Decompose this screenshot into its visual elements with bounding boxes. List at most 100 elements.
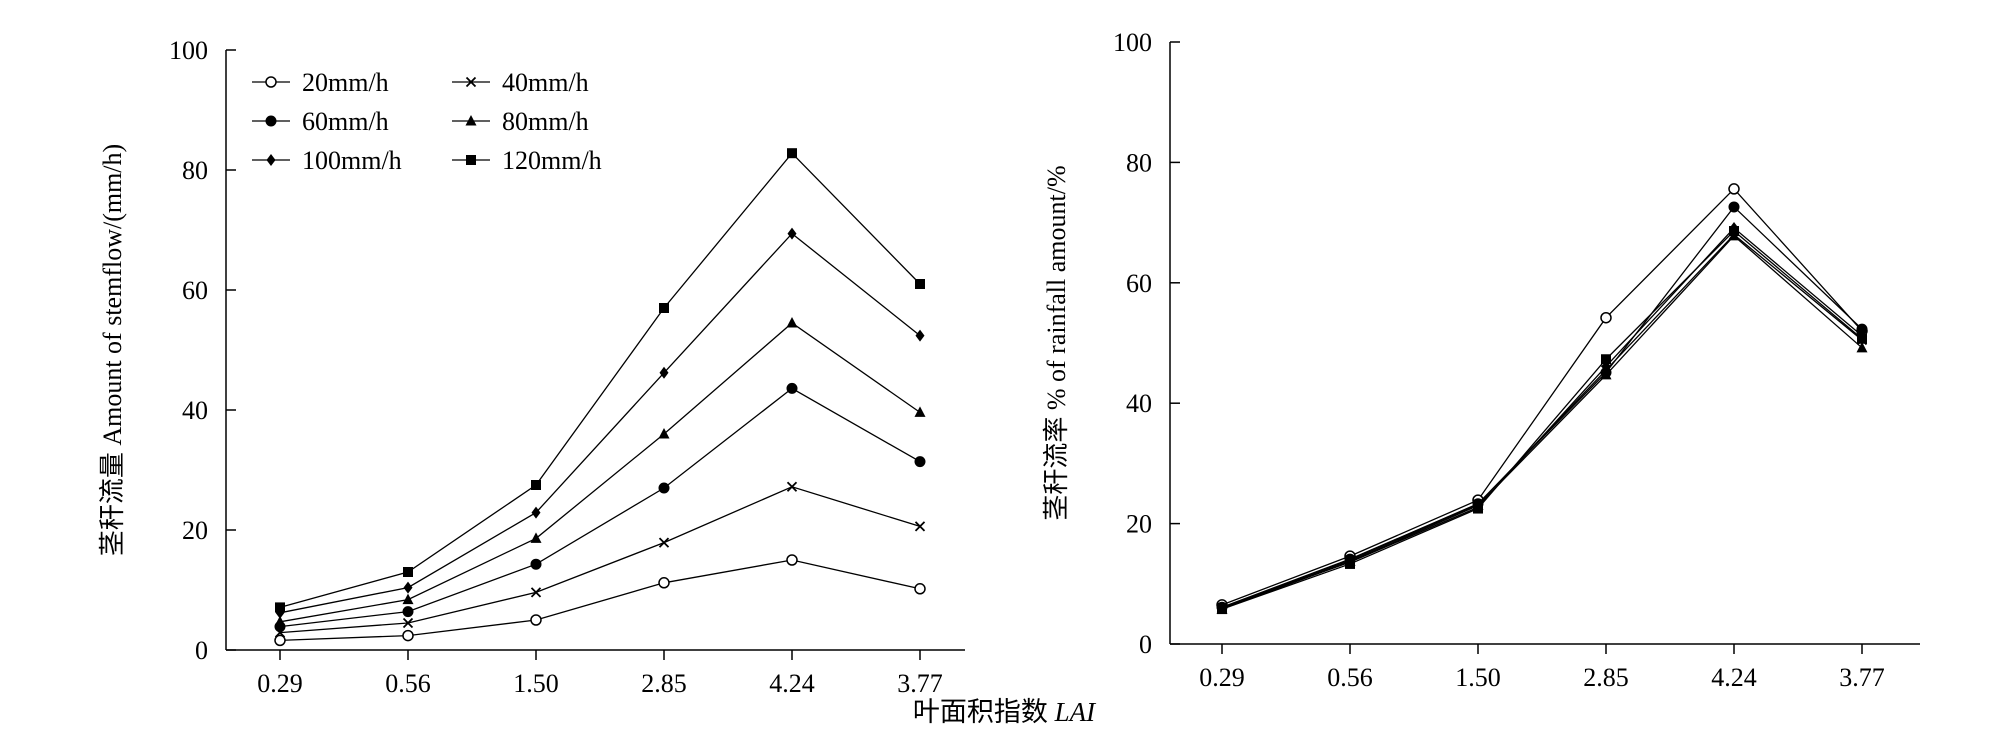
legend-label: 20mm/h bbox=[302, 68, 389, 97]
x-tick-label: 1.50 bbox=[1455, 663, 1501, 692]
data-point-marker bbox=[1600, 368, 1612, 380]
legend-label: 120mm/h bbox=[502, 146, 602, 175]
chart-panel-1: 0 20 40 60 80 100 0.29 0.56 1.50 2.85 4.24 3.77 茎秆流量… bbox=[98, 36, 965, 698]
data-point-marker bbox=[658, 428, 670, 439]
data-point-marker bbox=[1601, 354, 1611, 365]
chart-panel-2: 0 20 40 60 80 100 0.29 0.56 1.50 2.85 4.24 3.77 茎秆流率… bbox=[1042, 28, 1920, 692]
data-point-marker bbox=[402, 629, 414, 642]
data-point-marker bbox=[1600, 311, 1612, 324]
legend-marker bbox=[266, 154, 276, 166]
data-point-marker bbox=[914, 406, 926, 417]
data-point-marker bbox=[530, 558, 542, 570]
legend-marker bbox=[265, 76, 277, 88]
legend-marker bbox=[265, 115, 277, 127]
data-point-marker bbox=[530, 614, 542, 626]
data-point-marker bbox=[659, 366, 669, 379]
data-point-marker bbox=[1473, 503, 1483, 514]
data-point-marker bbox=[1345, 558, 1355, 569]
y-tick-label: 80 bbox=[182, 156, 208, 185]
x-tick-label: 2.85 bbox=[1583, 663, 1629, 692]
x-tick-label: 0.56 bbox=[385, 669, 431, 698]
series-line-2 bbox=[274, 481, 926, 638]
data-point-marker bbox=[402, 617, 414, 629]
data-point-marker bbox=[786, 382, 798, 394]
data-point-marker bbox=[1217, 604, 1227, 615]
data-point-marker bbox=[531, 506, 541, 519]
data-point-marker bbox=[659, 303, 669, 313]
data-point-marker bbox=[1728, 183, 1740, 195]
legend-marker bbox=[465, 115, 477, 126]
series-line-6 bbox=[275, 148, 925, 613]
series-polyline bbox=[1221, 234, 1863, 610]
series-polyline bbox=[279, 559, 921, 642]
y-tick-label: 40 bbox=[182, 396, 208, 425]
legend-item: 80mm/h bbox=[452, 107, 589, 136]
series-line-1 bbox=[1216, 183, 1868, 611]
y-tick-label: 60 bbox=[182, 276, 208, 305]
x-tick-label: 0.29 bbox=[1199, 663, 1245, 692]
legend: 20mm/h 40mm/h 60mm/h 80mm/h 100mm/h 120mm/h bbox=[252, 68, 602, 175]
x-tick-label: 1.50 bbox=[513, 669, 559, 698]
series-polyline bbox=[1221, 205, 1863, 608]
data-point-marker bbox=[1729, 226, 1739, 237]
y-tick-label: 100 bbox=[1113, 28, 1152, 57]
legend-item: 60mm/h bbox=[252, 107, 389, 136]
legend-label: 40mm/h bbox=[502, 68, 589, 97]
x-axis-title-text: 叶面积指数 bbox=[912, 697, 1048, 727]
legend-item: 120mm/h bbox=[452, 146, 602, 175]
data-point-marker bbox=[402, 593, 414, 605]
series-line-6 bbox=[1217, 226, 1867, 615]
series-polyline bbox=[1221, 227, 1863, 609]
series-line-4 bbox=[1216, 229, 1868, 614]
legend-item: 100mm/h bbox=[252, 146, 402, 175]
legend-item: 40mm/h bbox=[452, 68, 589, 97]
series-line-1 bbox=[274, 554, 926, 647]
y-tick-label: 20 bbox=[182, 516, 208, 545]
legend-marker bbox=[466, 155, 476, 165]
data-point-marker bbox=[915, 329, 925, 342]
data-point-marker bbox=[658, 577, 670, 589]
data-point-marker bbox=[274, 615, 286, 627]
data-point-marker bbox=[275, 602, 285, 613]
y-tick-label: 100 bbox=[169, 36, 208, 65]
data-point-marker bbox=[1728, 201, 1740, 213]
data-point-marker bbox=[915, 279, 925, 289]
series-polyline bbox=[1221, 187, 1863, 606]
series-polyline bbox=[279, 232, 921, 614]
series-polyline bbox=[1221, 230, 1863, 610]
series-polyline bbox=[279, 152, 921, 609]
data-point-marker bbox=[658, 537, 670, 548]
y-tick-label: 0 bbox=[1139, 630, 1152, 659]
data-point-marker bbox=[1857, 333, 1867, 344]
data-point-marker bbox=[914, 583, 926, 595]
series-line-5 bbox=[1217, 222, 1867, 614]
series-polyline bbox=[1221, 233, 1863, 609]
data-point-marker bbox=[658, 482, 670, 494]
y-axis-title: 茎秆流率 % of rainfall amount/% bbox=[1042, 165, 1071, 520]
legend-item: 20mm/h bbox=[252, 68, 389, 97]
x-tick-label: 4.24 bbox=[769, 669, 815, 698]
shared-x-axis-title: 叶面积指数 LAI bbox=[0, 690, 2008, 729]
y-tick-label: 0 bbox=[195, 636, 208, 665]
x-tick-label: 0.29 bbox=[257, 669, 303, 698]
x-tick-label: 2.85 bbox=[641, 669, 687, 698]
x-tick-label: 4.24 bbox=[1711, 663, 1757, 692]
y-tick-label: 80 bbox=[1126, 148, 1152, 177]
x-axis-title-italic: LAI bbox=[1054, 697, 1096, 727]
data-point-marker bbox=[787, 227, 797, 240]
series-line-5 bbox=[275, 227, 925, 619]
data-point-marker bbox=[786, 317, 798, 328]
x-tick-label: 0.56 bbox=[1327, 663, 1373, 692]
y-tick-label: 20 bbox=[1126, 510, 1152, 539]
legend-label: 80mm/h bbox=[502, 107, 589, 136]
legend-label: 100mm/h bbox=[302, 146, 402, 175]
legend-marker bbox=[465, 76, 477, 88]
series-line-4 bbox=[274, 317, 926, 627]
x-tick-label: 3.77 bbox=[897, 669, 943, 698]
data-point-marker bbox=[530, 587, 542, 598]
series-polyline bbox=[279, 322, 921, 623]
data-point-marker bbox=[530, 532, 542, 543]
data-point-marker bbox=[403, 581, 413, 594]
